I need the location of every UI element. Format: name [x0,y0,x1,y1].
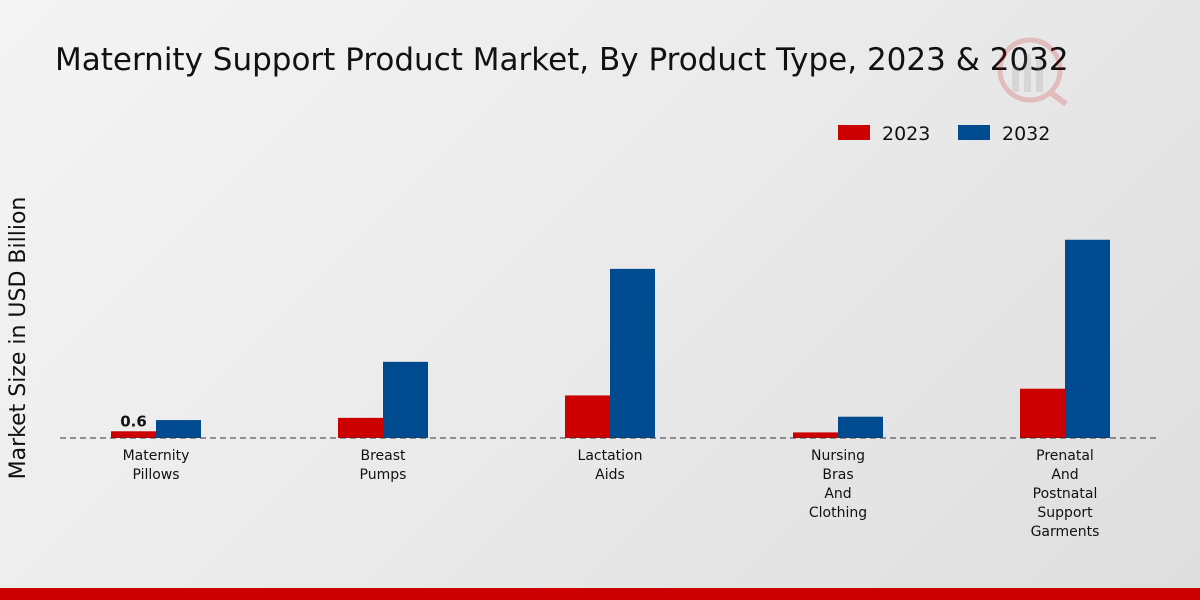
x-tick-label: Nursing Bras And Clothing [809,448,867,521]
bars [111,239,1110,438]
x-tick-label: Prenatal And Postnatal Support Garments [1031,448,1100,540]
data-labels: 0.6 [120,412,147,430]
x-tick-label: Lactation Aids [578,448,643,483]
bar-2032-nursing-bras-and-clothing [838,416,883,438]
legend-swatch-2023 [838,125,870,140]
data-label: 0.6 [120,412,147,430]
bar-2023-prenatal-and-postnatal-support-garments [1020,388,1065,438]
bar-2023-maternity-pillows [111,431,156,438]
bar-2023-nursing-bras-and-clothing [793,432,838,438]
x-axis-ticks: Maternity Pillows Breast Pumps Lactation Aids… [123,448,1100,540]
bar-2032-maternity-pillows [156,420,201,438]
bar-2032-prenatal-and-postnatal-support-garments [1065,239,1110,438]
legend-label-2032: 2032 [1002,123,1050,145]
bar-2023-lactation-aids [565,395,610,438]
bar-2032-lactation-aids [610,268,655,438]
y-axis-label: Market Size in USD Billion [6,197,31,480]
legend-item-2023: 2023 [838,123,930,145]
footer-bar [0,588,1200,600]
legend-item-2032: 2032 [958,123,1050,145]
legend-label-2023: 2023 [882,123,930,145]
x-tick-label: Breast Pumps [360,448,407,483]
legend: 2023 2032 [838,123,1050,145]
bar-2023-breast-pumps [338,417,383,438]
chart-title: Maternity Support Product Market, By Pro… [55,42,1069,78]
bar-2032-breast-pumps [383,361,428,438]
legend-swatch-2032 [958,125,990,140]
watermark-logo [997,37,1068,107]
x-tick-label: Maternity Pillows [123,448,190,483]
